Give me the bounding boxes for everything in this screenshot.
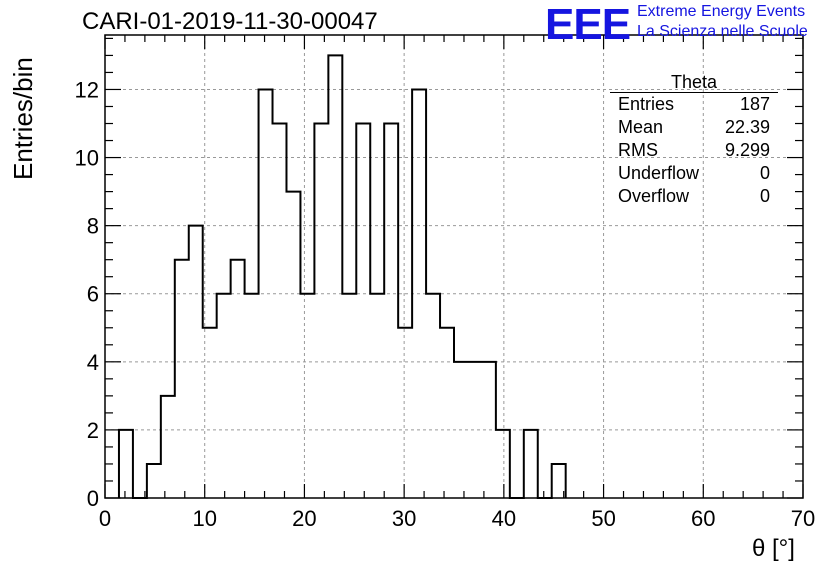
stats-row-overflow: Overflow 0 bbox=[610, 185, 778, 208]
stats-title: Theta bbox=[610, 72, 778, 93]
x-tick-label: 40 bbox=[492, 506, 516, 531]
stats-label: RMS bbox=[618, 140, 658, 160]
stats-value: 9.299 bbox=[724, 140, 770, 160]
x-tick-label: 70 bbox=[791, 506, 815, 531]
y-tick-label: 0 bbox=[87, 486, 99, 511]
stats-row-mean: Mean 22.39 bbox=[610, 116, 778, 139]
x-tick-label: 20 bbox=[292, 506, 316, 531]
stats-row-rms: RMS 9.299 bbox=[610, 139, 778, 162]
eee-logo-mark: EEE bbox=[545, 0, 631, 49]
x-tick-label: 10 bbox=[192, 506, 216, 531]
x-tick-label: 50 bbox=[591, 506, 615, 531]
y-tick-label: 10 bbox=[75, 146, 99, 171]
x-tick-label: 0 bbox=[99, 506, 111, 531]
y-axis-label: Entries/bin bbox=[8, 57, 38, 180]
histogram-line bbox=[117, 54, 567, 499]
stats-value: 0 bbox=[759, 163, 770, 183]
stats-label: Entries bbox=[618, 94, 675, 114]
stats-value: 0 bbox=[759, 186, 770, 206]
stats-value: 187 bbox=[739, 94, 770, 114]
logo-line-2: La Scienza nelle Scuole bbox=[637, 23, 808, 40]
y-tick-label: 12 bbox=[75, 77, 99, 102]
y-tick-label: 2 bbox=[87, 418, 99, 443]
plot-frame bbox=[104, 34, 804, 499]
chart-title: CARI-01-2019-11-30-00047 bbox=[82, 8, 378, 35]
x-axis-label: θ [°] bbox=[752, 535, 795, 562]
y-tick-label: 8 bbox=[87, 214, 99, 239]
stats-value: 22.39 bbox=[724, 117, 770, 137]
y-tick-label: 6 bbox=[87, 282, 99, 307]
x-tick-label: 30 bbox=[392, 506, 416, 531]
stats-box: Theta Entries 187 Mean 22.39 RMS 9.299 U… bbox=[610, 72, 778, 208]
stats-label: Underflow bbox=[618, 163, 700, 183]
stats-label: Mean bbox=[618, 117, 664, 137]
logo-line-1: Extreme Energy Events bbox=[637, 3, 806, 20]
x-tick-label: 60 bbox=[691, 506, 715, 531]
stats-row-entries: Entries 187 bbox=[610, 93, 778, 116]
stats-row-underflow: Underflow 0 bbox=[610, 162, 778, 185]
y-tick-label: 4 bbox=[87, 350, 99, 375]
stats-label: Overflow bbox=[618, 186, 690, 206]
